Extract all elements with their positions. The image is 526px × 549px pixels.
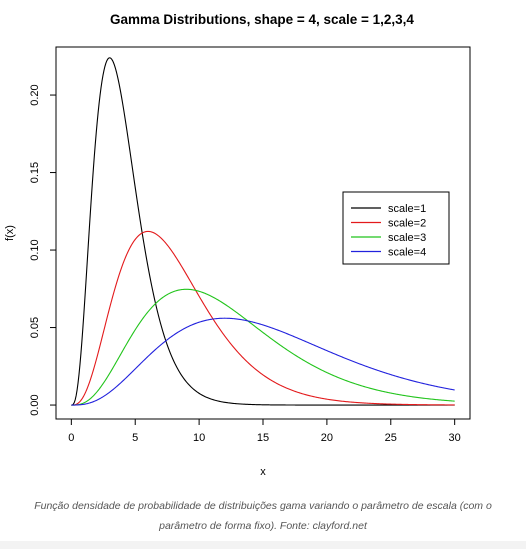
gamma-chart: Gamma Distributions, shape = 4, scale = … — [4, 12, 471, 478]
x-tick-label: 20 — [321, 432, 333, 444]
x-axis-label: x — [260, 466, 266, 478]
x-tick-label: 15 — [257, 432, 269, 444]
y-tick-label: 0.10 — [29, 239, 41, 260]
chart-title: Gamma Distributions, shape = 4, scale = … — [110, 12, 414, 27]
x-tick-label: 0 — [68, 432, 74, 444]
series-line-scale-3 — [71, 288, 455, 406]
x-tick-label: 5 — [132, 432, 138, 444]
x-tick-label: 10 — [193, 432, 205, 444]
series-line-scale-1 — [71, 57, 455, 406]
legend-label-scale-1: scale=1 — [388, 203, 426, 215]
series-layer — [71, 57, 455, 406]
y-axis-label: f(x) — [4, 225, 16, 241]
series-line-scale-2 — [71, 230, 455, 406]
legend-label-scale-4: scale=4 — [388, 247, 426, 259]
figure-caption: Função densidade de probabilidade de dis… — [0, 496, 526, 536]
x-tick-label: 25 — [385, 432, 397, 444]
y-tick-label: 0.15 — [29, 162, 41, 183]
y-tick-label: 0.05 — [29, 317, 41, 338]
legend-label-scale-2: scale=2 — [388, 218, 426, 230]
x-tick-label: 30 — [449, 432, 461, 444]
series-line-scale-4 — [71, 317, 455, 406]
caption-line-1: Função densidade de probabilidade de dis… — [34, 500, 492, 512]
y-tick-label: 0.00 — [29, 394, 41, 415]
legend: scale=1 scale=2 scale=3 scale=4 — [342, 191, 450, 265]
legend-label-scale-3: scale=3 — [388, 232, 426, 244]
y-axis: 0.00 0.05 0.10 0.15 0.20 — [29, 84, 57, 416]
x-axis: 0 5 10 15 20 25 30 — [68, 418, 461, 444]
caption-line-2: parâmetro de forma fixo). Fonte: clayfor… — [159, 520, 367, 532]
footer-band — [0, 541, 526, 549]
y-tick-label: 0.20 — [29, 84, 41, 105]
